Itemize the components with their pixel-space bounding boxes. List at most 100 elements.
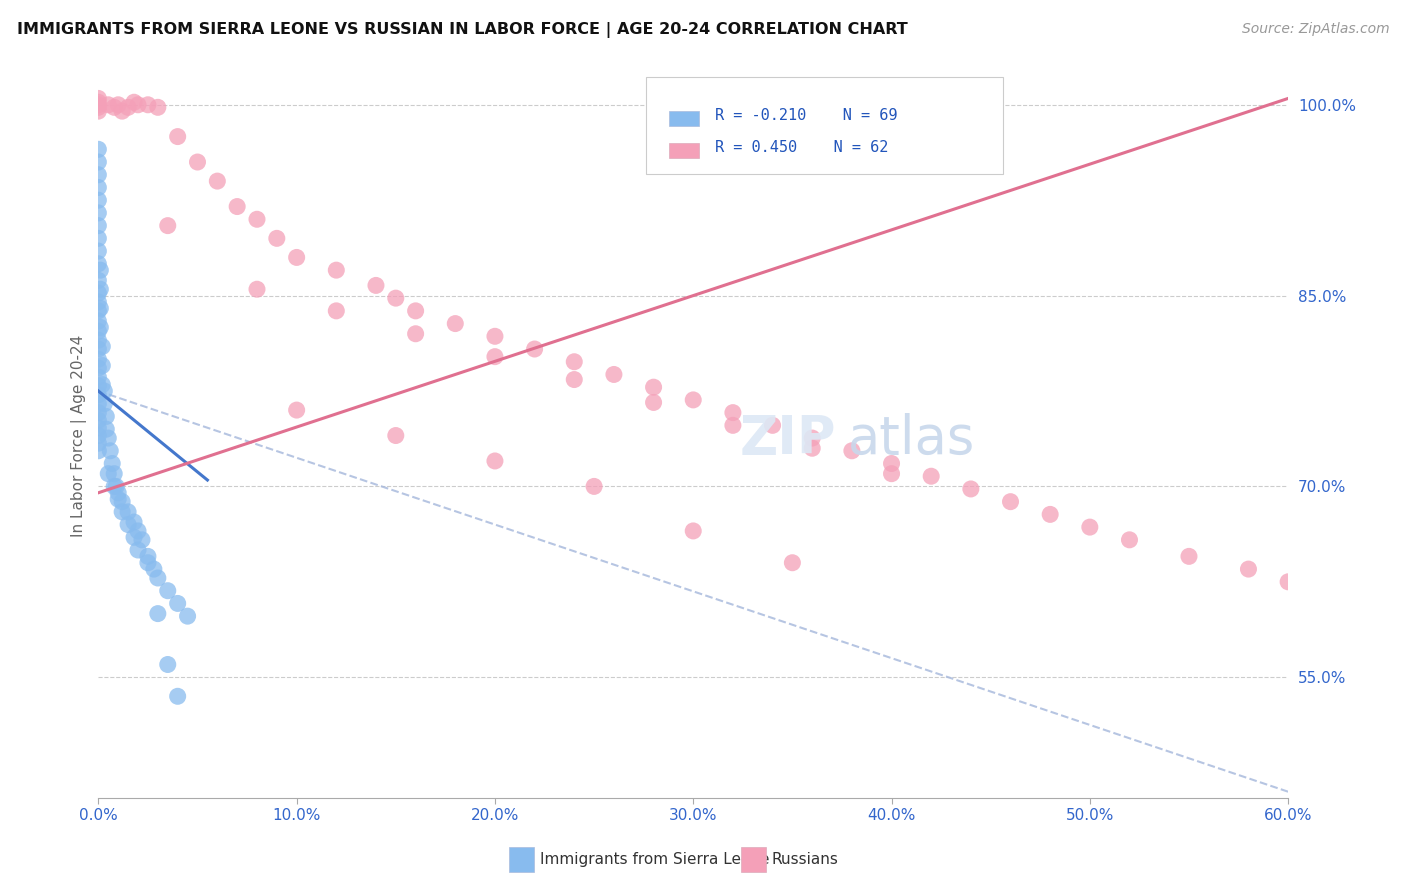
Point: [87, 206, 110, 220]
Point: [87, 352, 110, 367]
Point: [325, 303, 347, 318]
Point: [122, 95, 145, 110]
Point: [682, 392, 704, 407]
Point: [146, 607, 169, 621]
Point: [97, 431, 120, 445]
Point: [87, 142, 110, 156]
Point: [1000, 494, 1022, 508]
Point: [1039, 508, 1062, 522]
Point: [87, 193, 110, 207]
Point: [142, 562, 165, 576]
Point: [101, 457, 124, 471]
Point: [246, 212, 269, 227]
Point: [87, 436, 110, 450]
Point: [127, 524, 149, 538]
Point: [107, 485, 129, 500]
Point: [1178, 549, 1201, 564]
Point: [93, 397, 115, 411]
Point: [127, 543, 149, 558]
Point: [103, 479, 125, 493]
Point: [87, 95, 110, 110]
Point: [87, 397, 110, 411]
Point: [107, 492, 129, 507]
Point: [122, 515, 145, 529]
Point: [880, 457, 903, 471]
Point: [136, 556, 159, 570]
Point: [96, 409, 118, 424]
Text: IMMIGRANTS FROM SIERRA LEONE VS RUSSIAN IN LABOR FORCE | AGE 20-24 CORRELATION C: IMMIGRANTS FROM SIERRA LEONE VS RUSSIAN …: [17, 22, 908, 38]
Point: [226, 200, 249, 214]
Text: Immigrants from Sierra Leone: Immigrants from Sierra Leone: [540, 853, 769, 867]
Point: [880, 467, 903, 481]
Text: atlas: atlas: [848, 413, 976, 465]
Point: [87, 286, 110, 301]
Point: [207, 174, 229, 188]
Point: [87, 180, 110, 194]
Point: [166, 596, 188, 610]
Point: [87, 257, 110, 271]
Point: [87, 413, 110, 427]
Point: [246, 282, 269, 296]
Point: [103, 100, 125, 114]
Point: [89, 263, 111, 277]
Point: [87, 219, 110, 233]
Point: [643, 380, 665, 394]
Point: [325, 263, 347, 277]
Point: [87, 379, 110, 393]
Point: [87, 342, 110, 356]
Point: [146, 571, 169, 585]
Point: [87, 155, 110, 169]
Point: [562, 355, 585, 369]
Point: [156, 219, 179, 233]
Point: [89, 282, 111, 296]
Point: [960, 482, 983, 496]
Point: [801, 431, 824, 445]
Point: [103, 467, 125, 481]
Point: [122, 530, 145, 544]
Point: [801, 442, 824, 456]
Point: [176, 609, 198, 624]
Point: [87, 388, 110, 402]
Point: [87, 273, 110, 287]
FancyBboxPatch shape: [645, 77, 1002, 175]
Text: Russians: Russians: [772, 853, 839, 867]
Text: ZIP: ZIP: [740, 413, 837, 465]
Point: [562, 373, 585, 387]
FancyBboxPatch shape: [669, 111, 699, 127]
Point: [87, 406, 110, 420]
Point: [721, 418, 744, 433]
Point: [87, 91, 110, 105]
Point: [484, 454, 506, 468]
Text: R = 0.450    N = 62: R = 0.450 N = 62: [714, 140, 889, 154]
Point: [782, 556, 804, 570]
Point: [136, 549, 159, 564]
Point: [117, 100, 139, 114]
Point: [105, 479, 128, 493]
Point: [156, 657, 179, 672]
Point: [87, 324, 110, 338]
Point: [721, 406, 744, 420]
Point: [87, 244, 110, 258]
Point: [405, 326, 427, 341]
Point: [87, 168, 110, 182]
Point: [87, 333, 110, 347]
Point: [111, 494, 134, 508]
Point: [841, 443, 863, 458]
Point: [266, 231, 288, 245]
Point: [131, 533, 153, 547]
Point: [1277, 574, 1299, 589]
Point: [156, 583, 179, 598]
Point: [484, 329, 506, 343]
Point: [97, 97, 120, 112]
Point: [285, 403, 308, 417]
FancyBboxPatch shape: [669, 143, 699, 158]
Point: [285, 251, 308, 265]
Point: [136, 97, 159, 112]
Text: Source: ZipAtlas.com: Source: ZipAtlas.com: [1241, 22, 1389, 37]
Y-axis label: In Labor Force | Age 20-24: In Labor Force | Age 20-24: [72, 334, 87, 537]
Point: [87, 295, 110, 310]
Point: [96, 422, 118, 436]
Point: [1078, 520, 1101, 534]
Point: [603, 368, 626, 382]
Point: [146, 100, 169, 114]
